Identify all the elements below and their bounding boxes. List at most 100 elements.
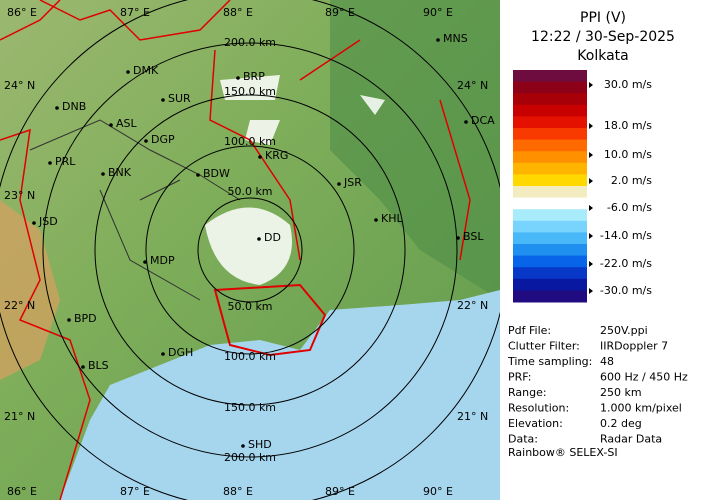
city-dot — [48, 161, 52, 165]
info-key: Elevation: — [508, 417, 563, 430]
info-value: 1.000 km/pixel — [600, 402, 682, 415]
info-key: Time sampling: — [507, 355, 592, 368]
scale-band — [513, 220, 587, 233]
city-dot — [456, 236, 460, 240]
scale-arrow — [589, 288, 593, 294]
city-dot — [126, 70, 130, 74]
info-value: IIRDoppler 7 — [600, 340, 668, 353]
city-label: BRP — [243, 70, 265, 83]
city-label: DNB — [62, 100, 86, 113]
range-label: 200.0 km — [224, 36, 276, 49]
lowland — [330, 0, 500, 300]
range-label: 150.0 km — [224, 401, 276, 414]
city-label: PRL — [55, 155, 76, 168]
scale-band — [513, 290, 587, 303]
city-dot — [374, 218, 378, 222]
scale-band — [513, 232, 587, 245]
scale-band — [513, 104, 587, 117]
city-dot — [257, 237, 261, 241]
scale-label: -6.0 m/s — [607, 201, 652, 214]
city-label: BSL — [463, 230, 484, 243]
lon-label: 88° E — [223, 6, 253, 19]
info-value: 0.2 deg — [600, 417, 642, 430]
scale-label: -22.0 m/s — [600, 257, 652, 270]
info-key: Pdf File: — [508, 324, 551, 337]
city-label: BLS — [88, 359, 109, 372]
city-label: MDP — [150, 254, 175, 267]
lon-label: 87° E — [120, 485, 150, 498]
city-dot — [161, 98, 165, 102]
city-dot — [81, 365, 85, 369]
scale-band — [513, 267, 587, 280]
info-key: PRF: — [508, 371, 531, 384]
scale-label: 10.0 m/s — [604, 148, 652, 161]
city-dot — [258, 155, 262, 159]
city-label: DD — [264, 231, 281, 244]
scale-band — [513, 116, 587, 129]
city-dot — [32, 221, 36, 225]
info-key: Clutter Filter: — [508, 340, 580, 353]
range-label: 50.0 km — [227, 300, 272, 313]
lon-label: 89° E — [325, 485, 355, 498]
lat-label: 21° N — [4, 410, 35, 423]
city-label: BPD — [74, 312, 97, 325]
lon-label: 90° E — [423, 485, 453, 498]
lon-label: 86° E — [7, 6, 37, 19]
city-label: SUR — [168, 92, 191, 105]
lon-label: 88° E — [223, 485, 253, 498]
scale-arrow — [589, 82, 593, 88]
city-dot — [337, 182, 341, 186]
scale-label: -30.0 m/s — [600, 284, 652, 297]
lat-label: 23° N — [4, 189, 35, 202]
city-dot — [436, 38, 440, 42]
sea — [60, 290, 500, 500]
city-label: DMK — [133, 64, 159, 77]
city-dot — [196, 173, 200, 177]
scale-arrow — [589, 178, 593, 184]
range-label: 100.0 km — [224, 350, 276, 363]
range-label: 200.0 km — [224, 451, 276, 464]
city-label: KHL — [381, 212, 403, 225]
info-key: Resolution: — [508, 402, 569, 415]
city-dot — [101, 172, 105, 176]
lat-label: 24° N — [4, 79, 35, 92]
scale-arrow — [589, 152, 593, 158]
scale-label: 18.0 m/s — [604, 119, 652, 132]
echo — [220, 75, 385, 145]
scale-band — [513, 162, 587, 175]
lat-label: 24° N — [457, 79, 488, 92]
footer: Rainbow® SELEX-SI — [508, 446, 618, 459]
city-label: ASL — [116, 117, 138, 130]
range-ring — [197, 197, 303, 303]
range-label: 100.0 km — [224, 135, 276, 148]
scale-band — [513, 70, 587, 83]
district-border — [29, 119, 241, 301]
scale-band — [513, 278, 587, 291]
echo — [205, 207, 292, 285]
city-dot — [143, 260, 147, 264]
scale-band — [513, 197, 587, 210]
city-dot — [67, 318, 71, 322]
scale-arrow — [589, 205, 593, 211]
border — [0, 0, 471, 500]
range-ring — [94, 94, 406, 406]
panel-site: Kolkata — [577, 48, 628, 64]
scale-band — [513, 255, 587, 268]
city-label: BDW — [203, 167, 230, 180]
scale-arrow — [589, 261, 593, 267]
city-label: KRG — [265, 149, 288, 162]
lon-label: 89° E — [325, 6, 355, 19]
city-label: DGP — [151, 133, 175, 146]
coastline — [213, 283, 327, 357]
info-key: Data: — [508, 433, 538, 446]
scale-label: 30.0 m/s — [604, 78, 652, 91]
city-dot — [109, 123, 113, 127]
scale-band — [513, 128, 587, 141]
city-label: JSR — [343, 176, 362, 189]
scale-band — [513, 151, 587, 164]
city-dot — [144, 139, 148, 143]
scale-band — [513, 174, 587, 187]
city-label: BNK — [108, 166, 132, 179]
info-value: 600 Hz / 450 Hz — [600, 371, 688, 384]
